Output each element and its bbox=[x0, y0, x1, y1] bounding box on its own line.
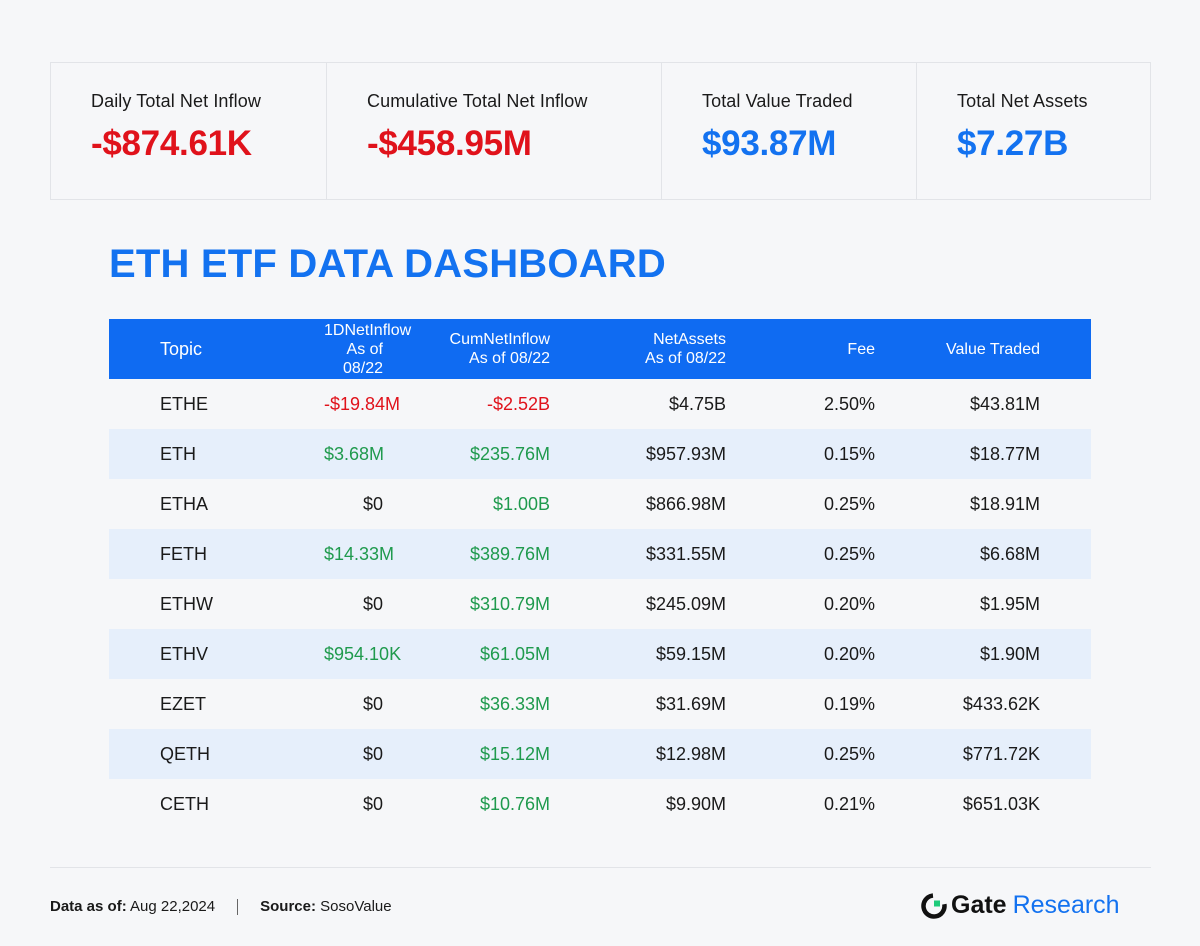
footer-divider bbox=[50, 867, 1151, 868]
cell-net-assets: $4.75B bbox=[668, 393, 726, 414]
cell-cum-net-inflow: $10.76M bbox=[479, 793, 550, 814]
cell-1d-net-inflow: $0 bbox=[362, 743, 383, 764]
stat-value: $93.87M bbox=[702, 124, 837, 163]
cell-net-assets: $331.55M bbox=[645, 543, 726, 564]
stat-cumulative-net-inflow: Cumulative Total Net Inflow -$458.95M bbox=[327, 63, 662, 199]
stat-label: Cumulative Total Net Inflow bbox=[367, 91, 588, 111]
stat-total-net-assets: Total Net Assets $7.27B bbox=[917, 63, 1150, 199]
stat-label: Total Value Traded bbox=[702, 91, 853, 111]
cell-net-assets: $12.98M bbox=[655, 743, 726, 764]
header-fee: Fee bbox=[847, 340, 875, 358]
cell-topic: ETHE bbox=[160, 393, 209, 414]
cell-cum-net-inflow: $1.00B bbox=[492, 493, 550, 514]
cell-value-traded: $771.72K bbox=[962, 743, 1040, 764]
cell-cum-net-inflow: $15.12M bbox=[479, 743, 550, 764]
table-row: FETH $14.33M $389.76M $331.55M 0.25% $6.68M bbox=[109, 529, 1091, 579]
cell-value-traded: $1.90M bbox=[979, 643, 1040, 664]
stat-value: -$874.61K bbox=[91, 124, 252, 163]
cell-fee: 2.50% bbox=[823, 393, 875, 414]
cell-cum-net-inflow: -$2.52B bbox=[486, 393, 550, 414]
cell-1d-net-inflow: $14.33M bbox=[324, 543, 395, 564]
cell-topic: ETHW bbox=[160, 593, 213, 614]
cell-cum-net-inflow: $389.76M bbox=[469, 543, 550, 564]
cell-value-traded: $18.77M bbox=[969, 443, 1040, 464]
brand-name-bold: Gate bbox=[951, 891, 1007, 919]
cell-net-assets: $957.93M bbox=[645, 443, 726, 464]
stat-value: -$458.95M bbox=[367, 124, 532, 163]
table-row: ETHA $0 $1.00B $866.98M 0.25% $18.91M bbox=[109, 479, 1091, 529]
cell-fee: 0.21% bbox=[823, 793, 875, 814]
table-row: CETH $0 $10.76M $9.90M 0.21% $651.03K bbox=[109, 779, 1091, 829]
cell-1d-net-inflow: $0 bbox=[362, 493, 383, 514]
cell-fee: 0.25% bbox=[823, 743, 875, 764]
cell-fee: 0.25% bbox=[823, 493, 875, 514]
cell-net-assets: $245.09M bbox=[645, 593, 726, 614]
cell-fee: 0.19% bbox=[823, 693, 875, 714]
cell-net-assets: $59.15M bbox=[655, 643, 726, 664]
page-title: ETH ETF DATA DASHBOARD bbox=[109, 242, 666, 286]
cell-value-traded: $433.62K bbox=[962, 693, 1040, 714]
source-label: Source: SosoValue bbox=[260, 898, 392, 915]
cell-1d-net-inflow: $0 bbox=[362, 593, 383, 614]
table-row: QETH $0 $15.12M $12.98M 0.25% $771.72K bbox=[109, 729, 1091, 779]
cell-value-traded: $6.68M bbox=[979, 543, 1040, 564]
cell-topic: ETHA bbox=[160, 493, 209, 514]
table-row: EZET $0 $36.33M $31.69M 0.19% $433.62K bbox=[109, 679, 1091, 729]
cell-fee: 0.20% bbox=[823, 593, 875, 614]
cell-1d-net-inflow: $0 bbox=[362, 693, 383, 714]
cell-topic: ETHV bbox=[160, 643, 209, 664]
gate-logo-icon bbox=[921, 892, 947, 919]
cell-fee: 0.25% bbox=[823, 543, 875, 564]
table-header: Topic 1DNetInflow As of 08/22 CumNetInflow A… bbox=[109, 319, 1091, 379]
cell-value-traded: $651.03K bbox=[962, 793, 1040, 814]
cell-value-traded: $1.95M bbox=[979, 593, 1040, 614]
stat-daily-net-inflow: Daily Total Net Inflow -$874.61K bbox=[51, 63, 327, 199]
cell-cum-net-inflow: $235.76M bbox=[469, 443, 550, 464]
cell-value-traded: $18.91M bbox=[969, 493, 1040, 514]
cell-1d-net-inflow: -$19.84M bbox=[324, 393, 401, 414]
stat-value: $7.27B bbox=[957, 124, 1069, 163]
stat-label: Daily Total Net Inflow bbox=[91, 91, 261, 111]
stat-total-value-traded: Total Value Traded $93.87M bbox=[662, 63, 917, 199]
cell-value-traded: $43.81M bbox=[969, 393, 1040, 414]
cell-topic: CETH bbox=[160, 793, 209, 814]
brand-name-light: Research bbox=[1012, 891, 1120, 919]
table-row: ETH $3.68M $235.76M $957.93M 0.15% $18.77M bbox=[109, 429, 1091, 479]
cell-net-assets: $31.69M bbox=[655, 693, 726, 714]
cell-1d-net-inflow: $954.10K bbox=[324, 643, 402, 664]
brand-logo: Gate Research bbox=[921, 891, 1120, 920]
header-cum-net-inflow: CumNetInflow As of 08/22 bbox=[449, 331, 550, 367]
cell-net-assets: $9.90M bbox=[665, 793, 726, 814]
date-label: Data as of: Aug 22,2024 bbox=[50, 898, 216, 915]
footer: Data as of: Aug 22,2024 Source: SosoValu… bbox=[50, 898, 392, 915]
table-row: ETHW $0 $310.79M $245.09M 0.20% $1.95M bbox=[109, 579, 1091, 629]
cell-fee: 0.20% bbox=[823, 643, 875, 664]
cell-1d-net-inflow: $3.68M bbox=[324, 443, 385, 464]
cell-cum-net-inflow: $61.05M bbox=[479, 643, 550, 664]
cell-cum-net-inflow: $36.33M bbox=[479, 693, 550, 714]
cell-fee: 0.15% bbox=[823, 443, 875, 464]
cell-topic: EZET bbox=[160, 693, 207, 714]
table-row: ETHE -$19.84M -$2.52B $4.75B 2.50% $43.81M bbox=[109, 379, 1091, 429]
etf-table: Topic 1DNetInflow As of 08/22 CumNetInflow A… bbox=[109, 319, 1091, 829]
cell-net-assets: $866.98M bbox=[645, 493, 726, 514]
header-net-assets: NetAssets As of 08/22 bbox=[645, 331, 726, 367]
header-topic: Topic bbox=[160, 338, 203, 359]
table-row: ETHV $954.10K $61.05M $59.15M 0.20% $1.90M bbox=[109, 629, 1091, 679]
cell-topic: ETH bbox=[160, 443, 196, 464]
cell-cum-net-inflow: $310.79M bbox=[469, 593, 550, 614]
footer-separator bbox=[237, 898, 239, 915]
header-value-traded: Value Traded bbox=[946, 340, 1040, 358]
cell-topic: QETH bbox=[160, 743, 211, 764]
stat-label: Total Net Assets bbox=[957, 91, 1088, 111]
cell-topic: FETH bbox=[160, 543, 207, 564]
summary-stats: Daily Total Net Inflow -$874.61K Cumulat… bbox=[50, 62, 1151, 200]
cell-1d-net-inflow: $0 bbox=[362, 793, 383, 814]
header-1d-net-inflow: 1DNetInflow As of 08/22 bbox=[324, 321, 412, 377]
